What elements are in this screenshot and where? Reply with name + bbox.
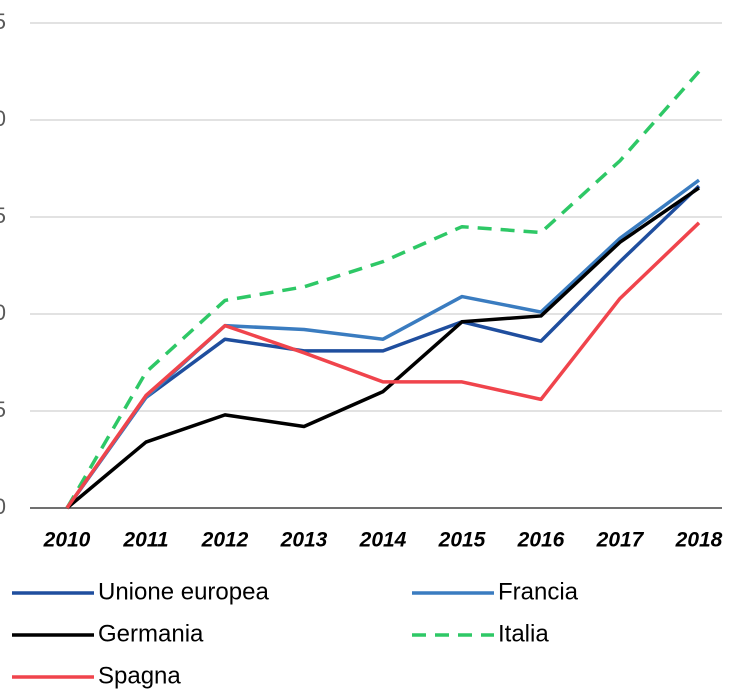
y-tick-label: 0 [0,494,6,519]
legend-label: Italia [498,620,549,647]
y-tick-label: 5 [0,397,6,422]
legend-label: Unione europea [98,578,269,605]
legend-label: Francia [498,578,579,605]
series-line [65,70,701,509]
x-tick-label: 2012 [201,529,249,552]
y-tick-label: 20 [0,106,6,131]
series-line [65,184,701,510]
y-tick-label: 15 [0,203,6,228]
y-tick-label: 10 [0,300,6,325]
x-tick-label: 2010 [43,529,91,552]
x-tick-label: 2016 [517,529,565,552]
series-line [65,178,701,510]
y-tick-label: 25 [0,9,6,34]
x-tick-label: 2013 [280,529,328,552]
legend-label: Spagna [98,662,181,689]
x-tick-label: 2017 [596,529,645,552]
x-tick-label: 2015 [438,529,486,552]
legend-label: Germania [98,620,204,647]
series-line [65,221,701,510]
x-tick-label: 2011 [122,529,168,552]
x-tick-label: 2014 [359,529,407,552]
x-tick-label: 2018 [675,529,723,552]
series-line [65,186,700,510]
